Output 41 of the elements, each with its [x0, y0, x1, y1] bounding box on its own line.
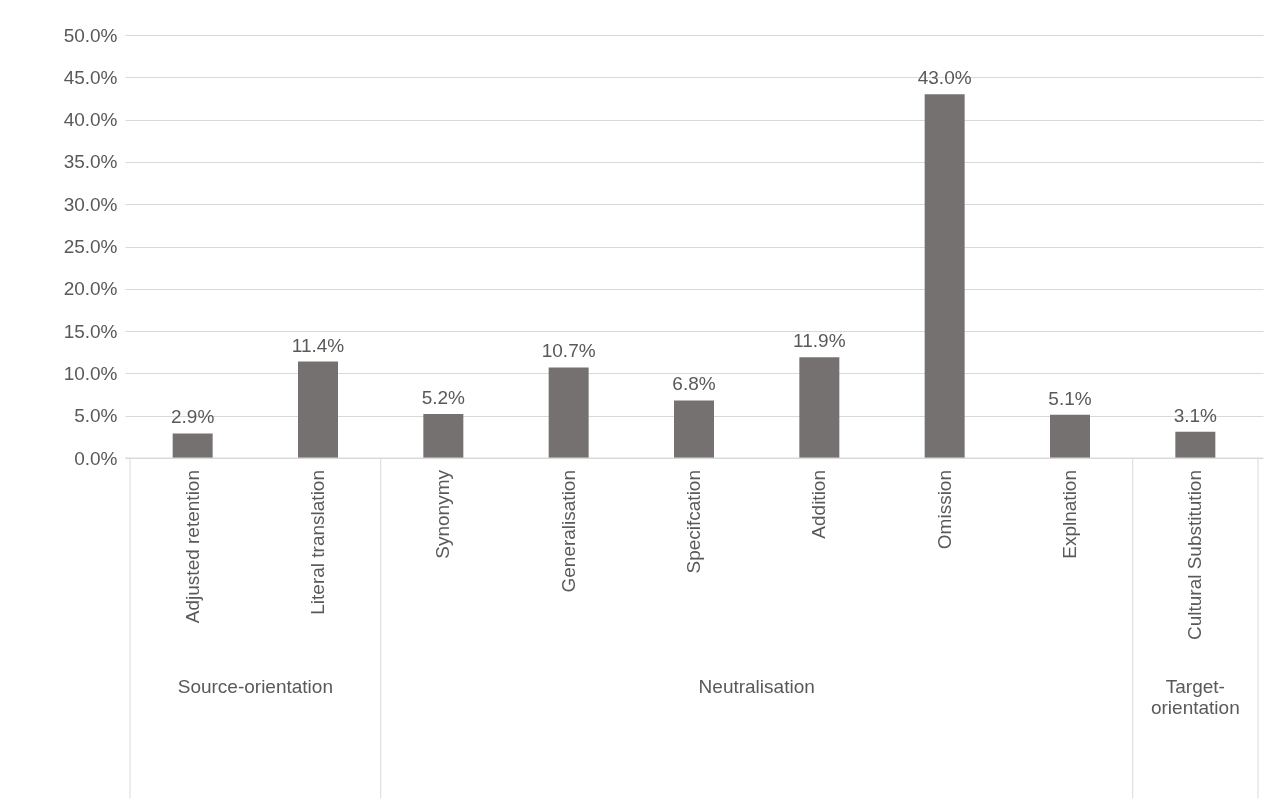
y-tick-label: 45.0%	[63, 66, 118, 88]
x-tick-label: Cultural Substitution	[1184, 470, 1206, 641]
y-tick-label: 35.0%	[63, 151, 118, 173]
y-tick-label: 50.0%	[63, 24, 118, 46]
text: Target- orientation	[1150, 676, 1240, 718]
bar	[548, 367, 589, 458]
bar	[1175, 431, 1216, 458]
data-label: 43.0%	[917, 67, 972, 89]
bar	[799, 357, 840, 458]
y-tick-label: 20.0%	[63, 278, 118, 300]
data-label: 2.9%	[171, 406, 215, 428]
x-tick-label: Generalisation	[557, 470, 579, 593]
x-tick-label: Specifcation	[683, 470, 704, 574]
bar	[423, 414, 464, 458]
x-tick-label: Adjusted retention	[181, 470, 203, 624]
y-tick-label: 0.0%	[74, 447, 118, 469]
data-label: 5.2%	[421, 387, 466, 409]
bar	[1050, 414, 1090, 458]
y-tick-label: 40.0%	[63, 109, 118, 131]
data-label: 10.7%	[541, 340, 596, 362]
bar	[298, 361, 338, 458]
data-label: 11.9%	[793, 330, 846, 352]
source-note: Source-orientation	[177, 676, 333, 697]
x-tick-label: Synonymy	[432, 469, 454, 559]
y-tick-label: 5.0%	[74, 405, 118, 427]
y-tick-label: 15.0%	[63, 320, 118, 342]
data-label: 6.8%	[672, 373, 716, 395]
y-tick-label: 25.0%	[63, 236, 118, 257]
data-label: 5.1%	[1048, 387, 1092, 409]
x-tick-label: Explnation	[1059, 470, 1080, 559]
data-label: 3.1%	[1173, 404, 1218, 426]
bar	[924, 94, 965, 458]
text: Neutralisation	[698, 676, 815, 697]
data-label: 11.4%	[291, 334, 345, 356]
y-tick-label: 10.0%	[63, 362, 118, 384]
x-tick-label: Omission	[933, 470, 955, 550]
bar	[674, 400, 714, 458]
y-tick-label: 30.0%	[63, 193, 118, 215]
x-tick-label: Literal translation	[307, 470, 328, 615]
bar	[172, 433, 213, 458]
x-tick-label: Addition	[808, 470, 830, 539]
